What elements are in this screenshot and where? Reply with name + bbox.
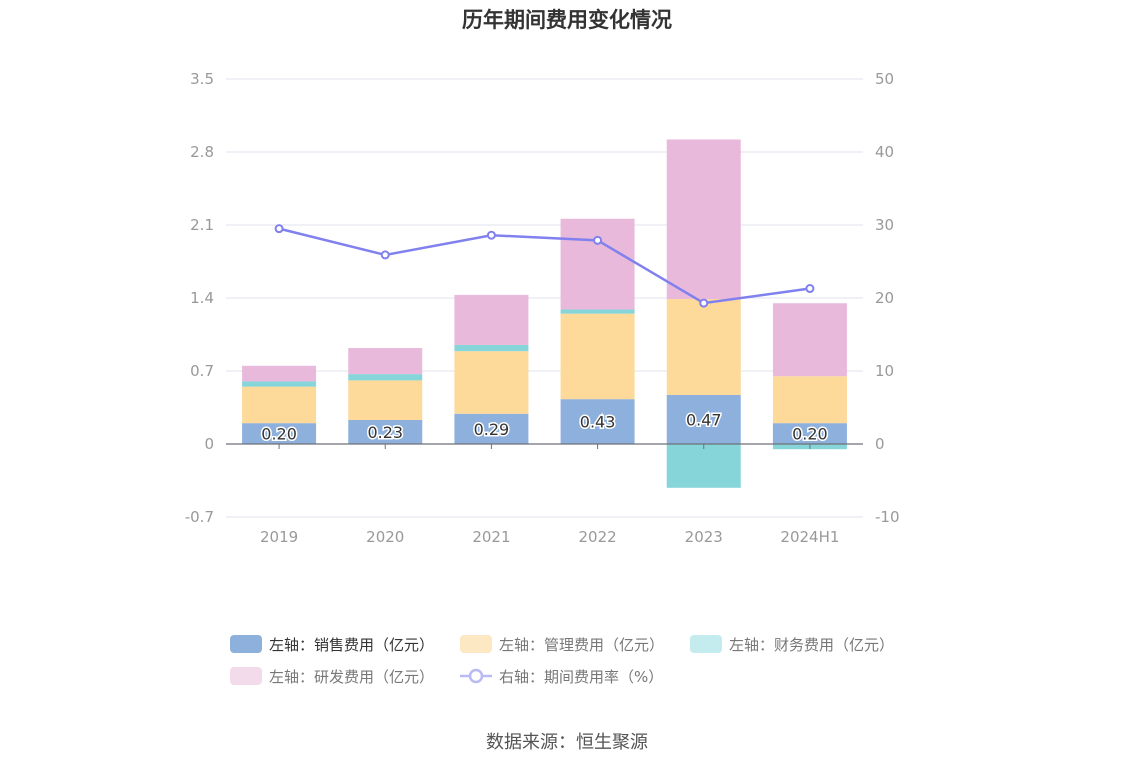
- bar-data-label: 0.20: [792, 425, 828, 444]
- legend-swatch: [460, 635, 492, 653]
- right-tick-label: 30: [875, 216, 894, 234]
- legend: 左轴：销售费用（亿元） 左轴：管理费用（亿元） 左轴：财务费用（亿元） 左轴：研发费用…: [230, 635, 894, 686]
- legend-label: 右轴：期间费用率（%）: [499, 668, 663, 686]
- right-axis-ticks: -10 0 10 20 30 40 50: [875, 70, 900, 526]
- bar-segment: [666, 299, 741, 395]
- bar-segment: [454, 413, 529, 444]
- bar-data-label: 0.29: [474, 420, 510, 439]
- rate-point: [593, 235, 603, 245]
- rate-point: [699, 298, 709, 308]
- right-tick-label: 0: [875, 435, 885, 453]
- x-tick-label: 2024H1: [780, 528, 839, 546]
- bar-segment: [348, 380, 423, 421]
- bar-segment: [348, 420, 423, 444]
- left-tick-label: 0: [204, 435, 214, 453]
- legend-swatch: [230, 667, 262, 685]
- bar-segment: [348, 374, 423, 381]
- right-tick-label: 40: [875, 143, 894, 161]
- bar-data-label: 0.20: [261, 425, 297, 444]
- legend-swatch: [690, 635, 722, 653]
- bar-segment: [454, 294, 529, 345]
- bar-segment: [772, 376, 847, 424]
- grid-lines: [226, 78, 863, 518]
- rate-point: [274, 224, 284, 234]
- right-tick-label: 10: [875, 362, 894, 380]
- bar-segment: [666, 444, 741, 488]
- bar-data-label: 0.23: [367, 423, 403, 442]
- right-tick-label: 20: [875, 289, 894, 307]
- x-tick-label: 2023: [685, 528, 723, 546]
- rate-series-line: [278, 227, 811, 305]
- left-tick-label: 2.8: [190, 143, 214, 161]
- bar-segment: [560, 218, 635, 310]
- bar-segment: [772, 423, 847, 444]
- rate-line: [274, 224, 815, 308]
- rate-point: [805, 284, 815, 294]
- bar-segment: [454, 351, 529, 414]
- legend-swatch: [230, 635, 262, 653]
- legend-label: 左轴：销售费用（亿元）: [269, 636, 434, 654]
- bar-segment: [242, 365, 317, 382]
- bar-segment: [560, 399, 635, 444]
- bar-segment: [242, 386, 317, 424]
- left-tick-label: 2.1: [190, 216, 214, 234]
- left-tick-label: 0.7: [190, 362, 214, 380]
- bar-data-label: 0.43: [580, 413, 616, 432]
- legend-label: 左轴：财务费用（亿元）: [729, 636, 894, 654]
- bar-segment: [666, 394, 741, 444]
- x-tick-label: 2020: [366, 528, 404, 546]
- source-note: 数据来源：恒生聚源: [486, 732, 648, 753]
- bar-labels: 0.20 0.23 0.29 0.43 0.47 0.20: [260, 409, 829, 445]
- stacked-bars: [242, 139, 847, 488]
- legend-label: 左轴：研发费用（亿元）: [269, 668, 434, 686]
- bar-segment: [666, 139, 741, 300]
- left-tick-label: -0.7: [185, 508, 214, 526]
- left-axis-ticks: -0.7 0 0.7 1.4 2.1 2.8 3.5: [185, 70, 214, 526]
- bar-segment: [242, 381, 317, 387]
- left-tick-label: 3.5: [190, 70, 214, 88]
- legend-point-swatch: [468, 668, 484, 684]
- bar-segment: [348, 348, 423, 375]
- bar-segment: [454, 344, 529, 352]
- x-tick-label: 2021: [472, 528, 510, 546]
- left-tick-label: 1.4: [190, 289, 214, 307]
- chart-title: 历年期间费用变化情况: [462, 8, 672, 32]
- rate-point: [380, 250, 390, 260]
- bar-data-label: 0.47: [686, 410, 722, 429]
- x-tick-label: 2022: [578, 528, 616, 546]
- right-tick-label: -10: [875, 508, 900, 526]
- right-tick-label: 50: [875, 70, 894, 88]
- bar-segment: [560, 313, 635, 400]
- legend-label: 左轴：管理费用（亿元）: [499, 636, 664, 654]
- rate-point: [486, 230, 496, 240]
- x-axis: 2019 2020 2021 2022 2023 2024H1: [226, 443, 863, 546]
- bar-segment: [560, 309, 635, 314]
- bar-segment: [242, 423, 317, 444]
- x-tick-label: 2019: [260, 528, 298, 546]
- bar-segment: [772, 303, 847, 377]
